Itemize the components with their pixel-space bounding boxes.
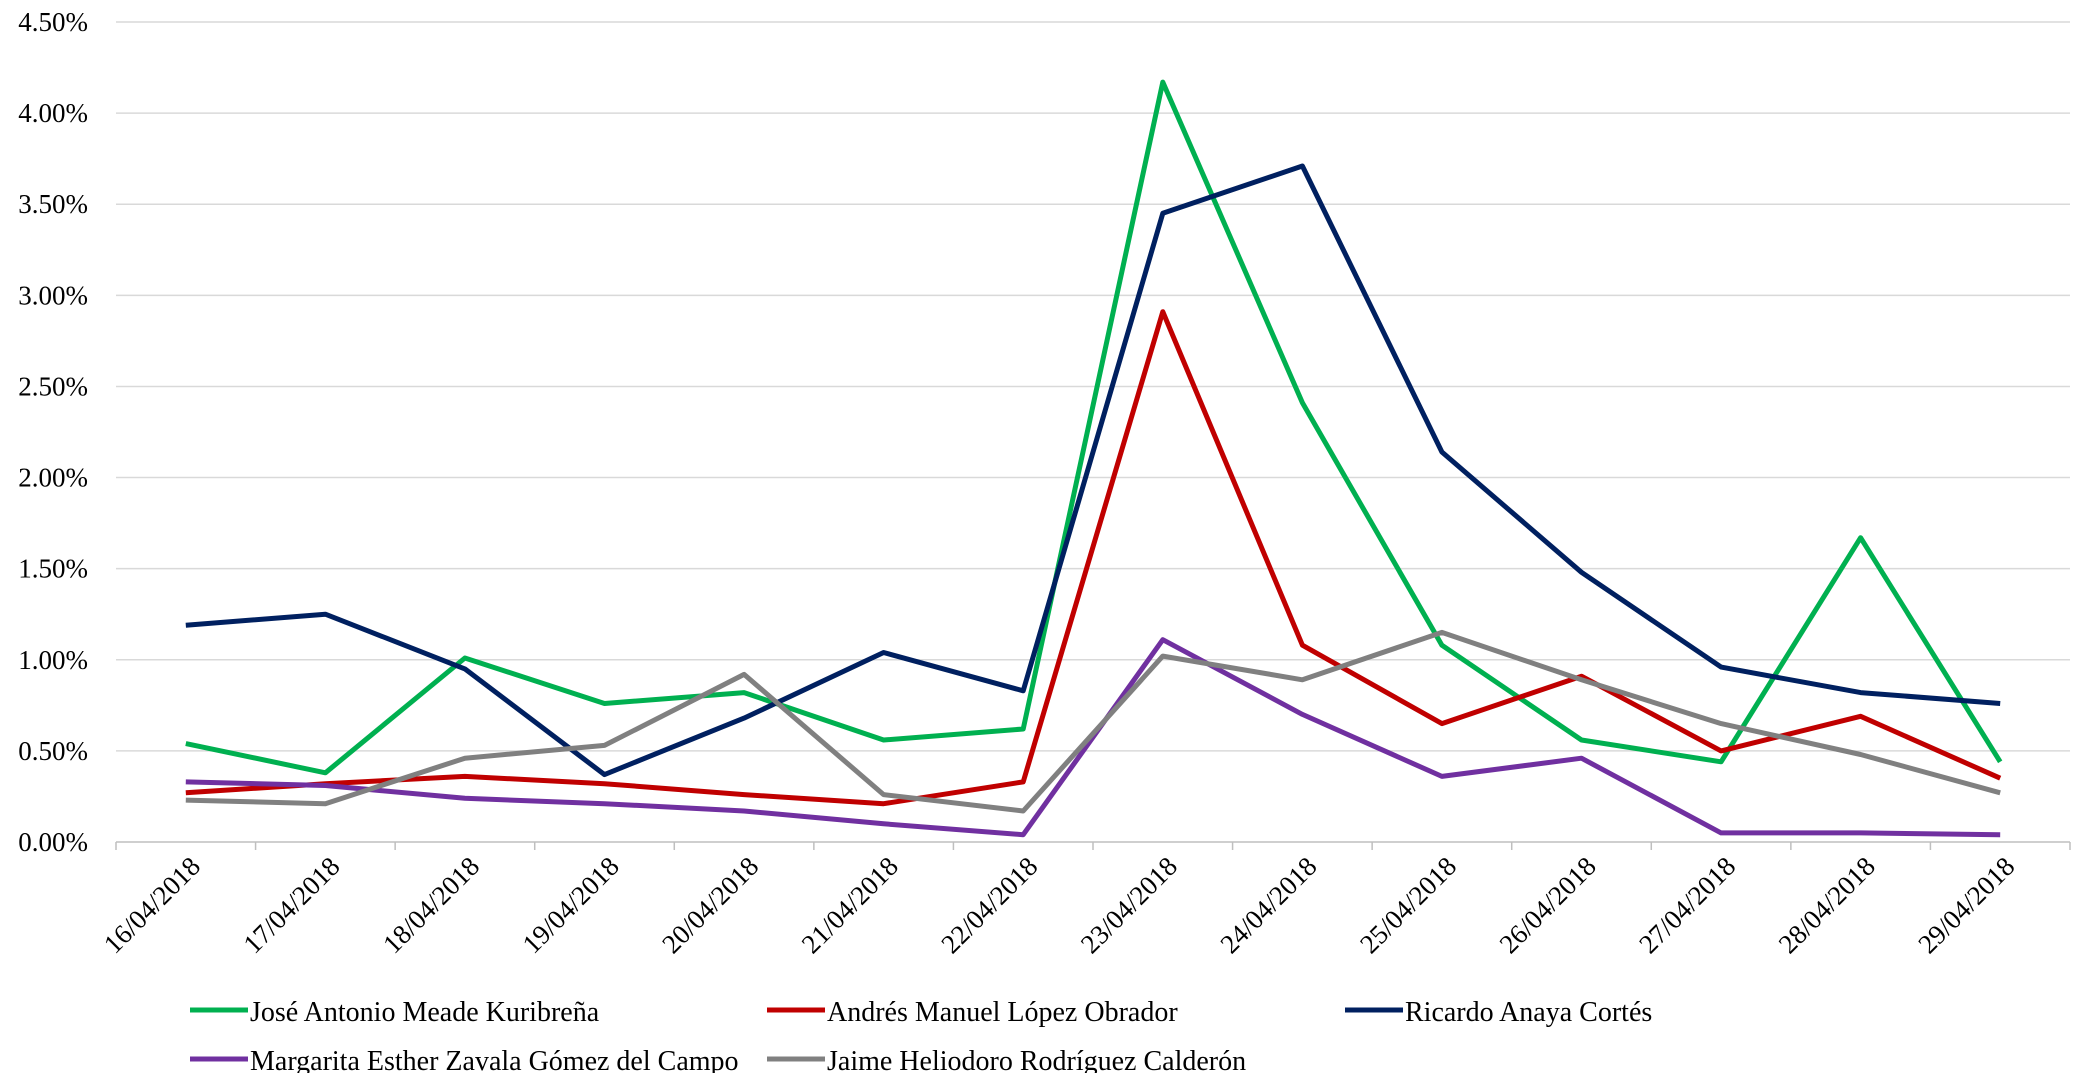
x-tick-label: 24/04/2018 <box>1214 851 1322 959</box>
x-tick-label: 21/04/2018 <box>796 851 904 959</box>
legend: José Antonio Meade Kuribreña Andrés Manue… <box>190 997 1652 1073</box>
series-line-2 <box>185 309 2002 807</box>
x-tick-label: 28/04/2018 <box>1773 851 1881 959</box>
x-tick-label: 16/04/2018 <box>98 851 206 959</box>
x-tick-label: 29/04/2018 <box>1912 851 2020 959</box>
x-tick-label: 19/04/2018 <box>517 851 625 959</box>
x-tick-label: 20/04/2018 <box>656 851 764 959</box>
legend-label: Ricardo Anaya Cortés <box>1405 997 1652 1028</box>
y-axis-tick-labels: 0.00% 0.50% 1.00% 1.50% 2.00% 2.50% 3.00% 3.50%… <box>18 7 88 857</box>
y-tick-label: 2.00% <box>18 463 88 493</box>
x-tick-label: 22/04/2018 <box>935 851 1043 959</box>
x-tick-label: 23/04/2018 <box>1075 851 1183 959</box>
series-lines <box>185 79 2003 838</box>
y-tick-label: 3.00% <box>18 280 88 310</box>
legend-label: Margarita Esther Zavala Gómez del Campo <box>250 1046 739 1073</box>
y-tick-label: 1.00% <box>18 645 88 675</box>
series-line-1 <box>185 79 2003 776</box>
x-tick-label: 18/04/2018 <box>377 851 485 959</box>
y-tick-label: 1.50% <box>18 554 88 584</box>
y-tick-label: 0.00% <box>18 827 88 857</box>
x-tick-label: 26/04/2018 <box>1494 851 1602 959</box>
legend-label: José Antonio Meade Kuribreña <box>250 997 600 1028</box>
y-tick-label: 4.50% <box>18 7 88 37</box>
x-axis-tick-labels: 16/04/2018 17/04/2018 18/04/2018 19/04/2018… <box>98 851 2021 959</box>
y-tick-label: 3.50% <box>18 189 88 219</box>
x-tick-label: 17/04/2018 <box>237 851 345 959</box>
series-line-5 <box>185 629 2001 814</box>
y-tick-label: 2.50% <box>18 371 88 401</box>
grid-lines <box>116 21 2070 752</box>
legend-label: Andrés Manuel López Obrador <box>827 997 1178 1028</box>
x-axis <box>115 841 2071 850</box>
y-tick-label: 4.00% <box>18 98 88 128</box>
x-tick-label: 25/04/2018 <box>1354 851 1462 959</box>
x-tick-label: 27/04/2018 <box>1633 851 1741 959</box>
series-line-3 <box>185 163 2001 778</box>
y-tick-label: 0.50% <box>18 736 88 766</box>
legend-label: Jaime Heliodoro Rodríguez Calderón <box>827 1046 1246 1073</box>
